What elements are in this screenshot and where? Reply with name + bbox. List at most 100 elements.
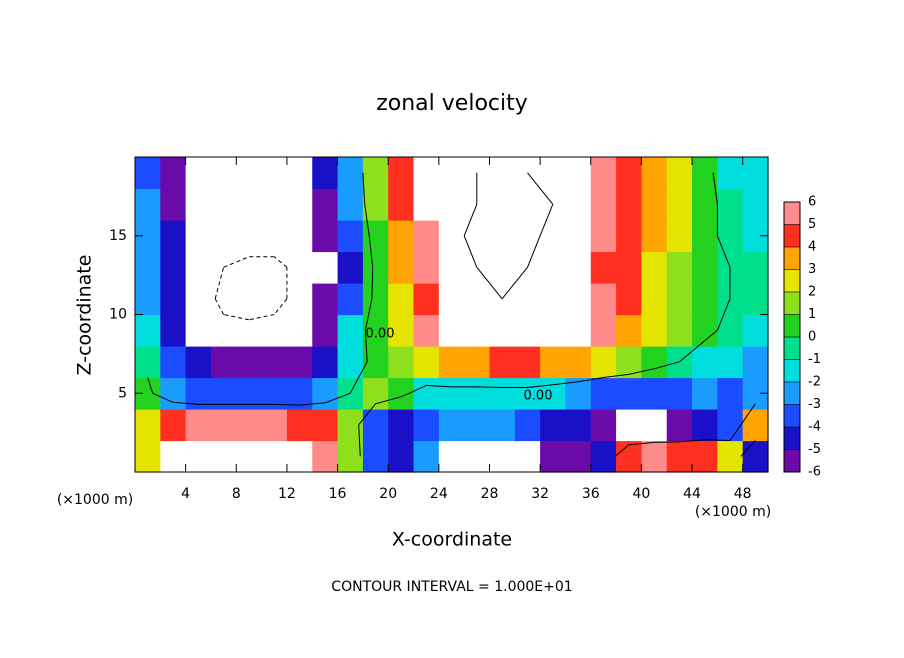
field-cell <box>692 314 718 347</box>
colorbar-label: -4 <box>808 420 821 435</box>
field-cell <box>286 283 313 316</box>
field-cell <box>489 440 516 473</box>
field-cell <box>337 283 364 316</box>
field-cell <box>616 188 642 221</box>
field-cell <box>742 314 769 347</box>
field-cell <box>286 220 313 253</box>
field-cell <box>312 283 339 316</box>
field-cell <box>489 377 516 410</box>
field-cell <box>692 251 718 284</box>
contour-line <box>214 256 288 321</box>
field-cell <box>160 251 187 284</box>
field-cell <box>286 157 313 190</box>
field-cell <box>261 157 288 190</box>
field-cell <box>210 220 237 253</box>
field-cell <box>210 157 237 190</box>
field-cell <box>160 346 187 379</box>
field-cell <box>565 314 592 347</box>
field-cell <box>742 251 769 284</box>
x-tick-label: 12 <box>278 486 296 502</box>
field-cell <box>692 220 718 253</box>
field-cell <box>362 283 389 316</box>
field-cell <box>590 157 617 190</box>
field-cell <box>185 283 212 316</box>
field-cell <box>514 188 541 221</box>
colorbar-segment <box>784 269 800 292</box>
field-cell <box>742 283 769 316</box>
field-cell <box>717 188 744 221</box>
colorbar-label: 4 <box>808 240 816 255</box>
field-cell <box>590 283 617 316</box>
field-cell <box>236 409 263 442</box>
field-cell <box>160 188 187 221</box>
field-cell <box>692 377 718 410</box>
field-cell <box>160 440 187 473</box>
field-cell <box>616 251 642 284</box>
field-cell <box>489 251 516 284</box>
field-cell <box>641 157 668 190</box>
field-cell <box>641 346 668 379</box>
field-cell <box>135 283 161 316</box>
x-tick-label: 48 <box>734 486 752 502</box>
field-cell <box>641 440 668 473</box>
field-cell <box>160 220 187 253</box>
field-cell <box>185 251 212 284</box>
footnote: CONTOUR INTERVAL = 1.000E+01 <box>331 579 572 595</box>
field-cell <box>160 314 187 347</box>
field-cell <box>413 157 440 190</box>
field-cell <box>514 283 541 316</box>
field-cell <box>337 314 364 347</box>
field-cell <box>337 346 364 379</box>
x-tick-label: 44 <box>683 486 701 502</box>
colorbar-label: 3 <box>808 262 816 277</box>
field-cell <box>236 220 263 253</box>
field-cell <box>514 377 541 410</box>
field-cell <box>565 440 592 473</box>
field-cell <box>236 440 263 473</box>
field-cell <box>464 346 491 379</box>
field-cell <box>489 157 516 190</box>
field-cell <box>641 283 668 316</box>
field-cell <box>312 157 339 190</box>
colorbar-label: -2 <box>808 375 821 390</box>
field-cell <box>692 157 718 190</box>
field-cell <box>286 251 313 284</box>
field-cell <box>362 157 389 190</box>
field-cell <box>413 346 440 379</box>
x-tick-label: 4 <box>181 486 190 502</box>
field-cell <box>717 440 744 473</box>
field-cell <box>185 157 212 190</box>
field-cell <box>362 188 389 221</box>
field-cell <box>312 314 339 347</box>
field-cell <box>717 377 744 410</box>
field-cell <box>489 314 516 347</box>
field-cell <box>413 283 440 316</box>
field-cell <box>590 440 617 473</box>
colorbar-segment <box>784 427 800 450</box>
field-cell <box>666 283 693 316</box>
colorbar-segment <box>784 247 800 270</box>
field-cell <box>590 377 617 410</box>
field-cell <box>590 314 617 347</box>
field-cell <box>616 409 642 442</box>
field-cell <box>236 283 263 316</box>
contour-label: 0.00 <box>524 389 553 404</box>
field-cell <box>337 251 364 284</box>
field-cell <box>590 188 617 221</box>
colorbar-segment <box>784 382 800 405</box>
field-cell <box>590 409 617 442</box>
field-cell <box>388 283 415 316</box>
field-cell <box>666 251 693 284</box>
contour-label: 0.00 <box>366 327 395 342</box>
field-cell <box>312 377 339 410</box>
field-cell <box>438 283 465 316</box>
field-cell <box>362 220 389 253</box>
field-cell <box>590 220 617 253</box>
field-cell <box>286 409 313 442</box>
field-cell <box>438 440 465 473</box>
field-cell <box>641 377 668 410</box>
field-cell <box>236 188 263 221</box>
field-cell <box>641 409 668 442</box>
field-cell <box>337 377 364 410</box>
x-tick-label: 32 <box>531 486 549 502</box>
